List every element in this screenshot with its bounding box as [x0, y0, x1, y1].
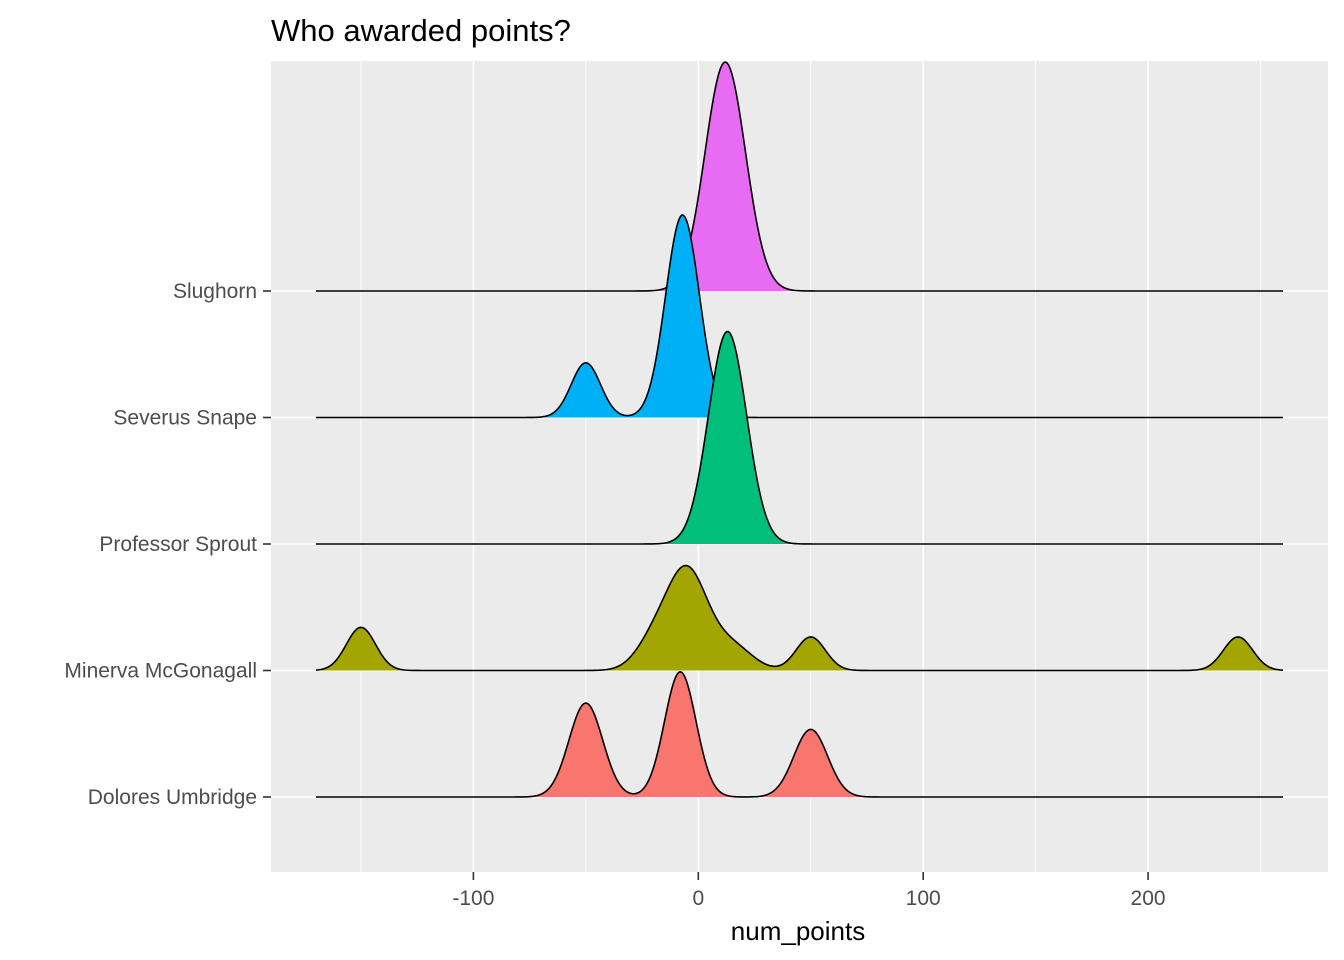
- density-outline: [315, 61, 1284, 292]
- density-fill: [315, 671, 1284, 797]
- x-tick-label: 0: [692, 887, 704, 910]
- x-tick-label: 100: [906, 887, 941, 910]
- density-outline: [315, 670, 1284, 798]
- density-ridge: [315, 670, 1284, 798]
- density-ridge: [315, 330, 1284, 545]
- plot-panel: [271, 61, 1328, 872]
- density-fill: [315, 565, 1284, 671]
- y-tick-label: Dolores Umbridge: [88, 786, 257, 809]
- x-axis-label: num_points: [731, 916, 865, 946]
- density-ridge: [315, 214, 1284, 419]
- density-outline: [315, 564, 1284, 672]
- density-ridge: [315, 564, 1284, 672]
- y-tick-label: Professor Sprout: [99, 533, 257, 556]
- x-tick-label: -100: [452, 887, 494, 910]
- density-outline: [315, 330, 1284, 545]
- density-ridge: [315, 61, 1284, 292]
- y-tick-label: Slughorn: [173, 280, 257, 303]
- y-tick-label: Minerva McGonagall: [64, 660, 257, 683]
- density-outline: [315, 214, 1284, 419]
- x-tick-label: 200: [1131, 887, 1166, 910]
- chart-title: Who awarded points?: [271, 13, 571, 48]
- y-tick-label: Severus Snape: [113, 407, 257, 430]
